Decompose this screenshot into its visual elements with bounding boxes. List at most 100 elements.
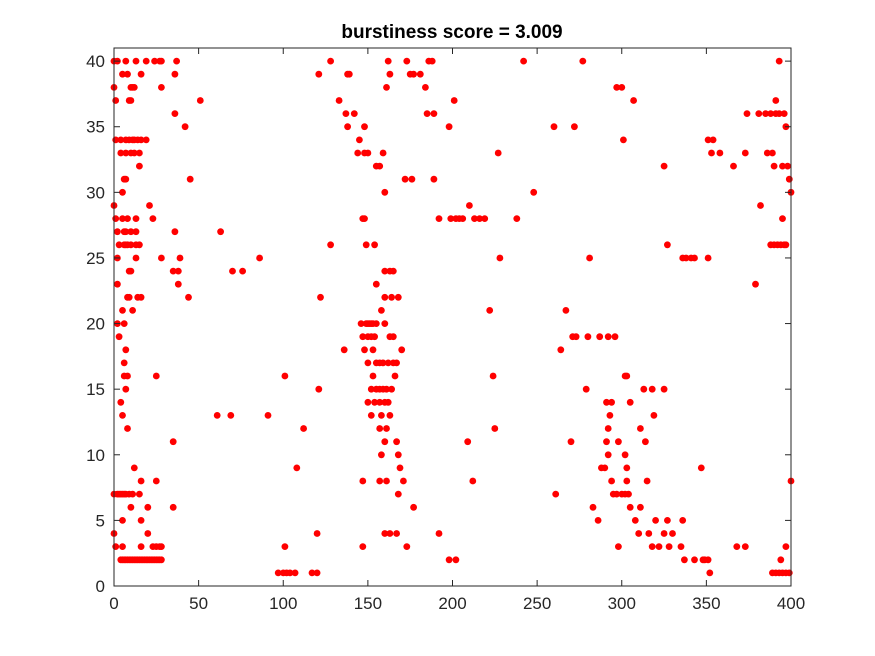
data-point bbox=[327, 241, 334, 249]
data-point bbox=[450, 97, 458, 104]
data-point bbox=[552, 490, 560, 498]
data-point bbox=[376, 398, 384, 406]
data-point bbox=[423, 110, 431, 117]
data-point bbox=[364, 149, 372, 157]
data-point bbox=[716, 149, 724, 157]
data-point bbox=[389, 333, 397, 341]
data-point bbox=[127, 267, 135, 275]
data-point bbox=[125, 293, 133, 301]
data-point bbox=[196, 97, 204, 104]
data-point bbox=[691, 556, 698, 564]
data-point bbox=[486, 307, 494, 314]
data-point bbox=[691, 254, 698, 262]
y-tick-label: 5 bbox=[96, 511, 105, 530]
data-point bbox=[598, 464, 605, 472]
data-point bbox=[682, 254, 690, 262]
data-point bbox=[697, 464, 705, 472]
data-point bbox=[379, 149, 387, 157]
data-point bbox=[660, 385, 668, 393]
data-point bbox=[369, 346, 377, 354]
data-point bbox=[635, 530, 643, 537]
data-point bbox=[381, 320, 389, 327]
data-point bbox=[117, 398, 125, 406]
data-point bbox=[181, 123, 189, 131]
x-tick-label: 0 bbox=[109, 594, 118, 613]
data-point bbox=[648, 385, 656, 393]
data-point bbox=[281, 372, 289, 380]
data-point bbox=[381, 293, 389, 301]
data-point bbox=[169, 267, 177, 275]
data-point bbox=[185, 293, 192, 301]
data-point bbox=[606, 412, 614, 419]
data-point bbox=[571, 123, 578, 131]
axes: 0 50 100 150 200 250 300 350 400 0 5 10 15 20 25 30 35 40 bbox=[86, 48, 805, 613]
data-point bbox=[359, 477, 367, 485]
data-point bbox=[410, 70, 417, 78]
data-point bbox=[124, 70, 131, 78]
data-point bbox=[704, 254, 712, 262]
data-point bbox=[313, 530, 321, 537]
data-point bbox=[340, 346, 348, 354]
data-point bbox=[394, 451, 402, 459]
data-point bbox=[308, 569, 316, 577]
data-point bbox=[604, 333, 612, 341]
data-point bbox=[144, 503, 152, 511]
data-point bbox=[119, 543, 126, 550]
data-point bbox=[124, 425, 131, 432]
data-point bbox=[137, 543, 145, 550]
data-point bbox=[383, 477, 390, 485]
data-point bbox=[445, 556, 453, 564]
y-tick-label: 35 bbox=[86, 118, 105, 137]
data-point bbox=[615, 438, 622, 446]
data-point bbox=[650, 412, 658, 419]
data-point bbox=[158, 57, 165, 65]
data-point bbox=[620, 136, 627, 144]
data-point bbox=[361, 215, 368, 223]
data-point bbox=[217, 228, 225, 236]
data-point bbox=[603, 398, 610, 406]
data-point bbox=[122, 149, 130, 157]
data-point bbox=[613, 490, 621, 498]
chart-title: burstiness score = 3.009 bbox=[341, 22, 562, 43]
data-point bbox=[383, 385, 390, 393]
data-point bbox=[274, 569, 282, 577]
data-point bbox=[779, 215, 786, 223]
data-point bbox=[706, 569, 714, 577]
data-point bbox=[572, 333, 580, 341]
data-point bbox=[369, 372, 377, 380]
data-point bbox=[342, 110, 350, 117]
data-point bbox=[757, 202, 764, 209]
data-point bbox=[169, 503, 177, 511]
data-point bbox=[379, 359, 387, 367]
x-tick-label: 400 bbox=[777, 594, 805, 613]
data-point bbox=[115, 241, 123, 249]
data-point bbox=[464, 438, 472, 446]
data-point bbox=[174, 267, 182, 275]
y-tick-label: 25 bbox=[86, 249, 105, 268]
data-point bbox=[733, 543, 741, 550]
data-point bbox=[213, 412, 221, 419]
data-point bbox=[227, 412, 235, 419]
data-point bbox=[335, 97, 343, 104]
data-point bbox=[151, 57, 159, 65]
data-point bbox=[743, 110, 751, 117]
x-tick-label: 200 bbox=[438, 594, 466, 613]
data-point bbox=[354, 149, 362, 157]
data-point bbox=[127, 241, 135, 249]
data-point bbox=[615, 543, 622, 550]
x-tick-label: 100 bbox=[269, 594, 297, 613]
data-point bbox=[400, 477, 407, 485]
data-point bbox=[112, 215, 120, 223]
data-point bbox=[367, 385, 375, 393]
data-point bbox=[403, 57, 411, 65]
data-point bbox=[136, 490, 143, 498]
data-point bbox=[660, 162, 668, 170]
data-point bbox=[664, 517, 671, 524]
data-point bbox=[623, 372, 631, 380]
data-point bbox=[381, 188, 389, 196]
data-point bbox=[357, 320, 365, 327]
data-point bbox=[579, 57, 587, 65]
data-point bbox=[344, 123, 351, 131]
data-point bbox=[137, 477, 145, 485]
data-point bbox=[122, 175, 130, 183]
